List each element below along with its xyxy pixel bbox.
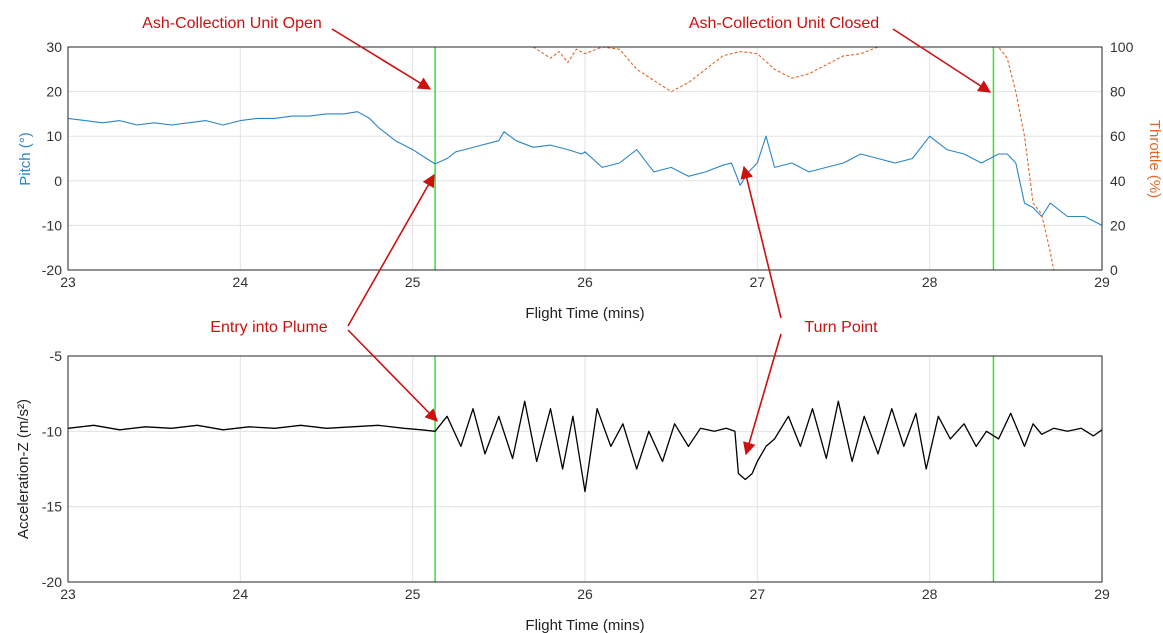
x-tick-label: 27 bbox=[750, 586, 766, 602]
throttle-y-axis-label: Throttle (%) bbox=[1146, 120, 1163, 198]
pitch-plot-frame bbox=[67, 46, 1103, 271]
y2-tick-label: 0 bbox=[1110, 262, 1118, 278]
acceleration-y-ticks: -20 -15 -10 -5 bbox=[42, 348, 62, 590]
x-tick-label: 27 bbox=[750, 274, 766, 290]
arrow-entry-up bbox=[347, 173, 435, 327]
throttle-y-ticks: 0 20 40 60 80 100 bbox=[1110, 39, 1134, 278]
acceleration-plot-frame bbox=[67, 355, 1103, 583]
x-tick-label: 24 bbox=[233, 586, 249, 602]
x-tick-label: 29 bbox=[1094, 586, 1110, 602]
x-tick-label: 28 bbox=[922, 274, 938, 290]
acceleration-y-axis-label: Acceleration-Z (m/s²) bbox=[15, 399, 32, 539]
acceleration-event-lines bbox=[434, 356, 995, 582]
acceleration-grid bbox=[67, 355, 1103, 583]
pitch-x-axis-label: Flight Time (mins) bbox=[525, 305, 644, 322]
arrow-unit-closed bbox=[892, 28, 992, 93]
throttle-series-line bbox=[68, 46, 1102, 271]
x-tick-label: 24 bbox=[233, 274, 249, 290]
annotation-unit-open: Ash-Collection Unit Open bbox=[142, 15, 322, 32]
y-tick-label: -10 bbox=[42, 217, 62, 233]
y-tick-label: 30 bbox=[46, 39, 62, 55]
y2-tick-label: 40 bbox=[1110, 173, 1126, 189]
pitch-y-ticks: -20 -10 0 10 20 30 bbox=[42, 39, 62, 278]
x-tick-label: 23 bbox=[60, 274, 76, 290]
x-tick-label: 25 bbox=[405, 274, 421, 290]
acceleration-x-axis-label: Flight Time (mins) bbox=[525, 617, 644, 633]
annotation-entry-into-plume: Entry into Plume bbox=[210, 319, 327, 336]
arrow-unit-open bbox=[331, 28, 432, 90]
acceleration-x-ticks: 23 24 25 26 27 28 29 bbox=[60, 586, 1110, 602]
x-tick-label: 26 bbox=[577, 274, 593, 290]
y-tick-label: -20 bbox=[42, 262, 62, 278]
x-tick-label: 26 bbox=[577, 586, 593, 602]
pitch-event-lines bbox=[434, 47, 995, 270]
pitch-throttle-series bbox=[67, 46, 1103, 271]
annotation-unit-closed: Ash-Collection Unit Closed bbox=[689, 15, 879, 32]
acceleration-panel: 23 24 25 26 27 28 29 -20 -15 -10 -5 Flight Time (… bbox=[15, 348, 1110, 633]
annotations: Ash-Collection Unit Open Ash-Collection … bbox=[142, 15, 992, 456]
y-tick-label: 20 bbox=[46, 84, 62, 100]
x-tick-label: 25 bbox=[405, 586, 421, 602]
pitch-series-line bbox=[67, 111, 1103, 226]
arrow-entry-down bbox=[347, 329, 438, 422]
arrow-turn-up bbox=[740, 165, 782, 319]
arrow-turn-down bbox=[743, 333, 782, 456]
y-tick-label: -10 bbox=[42, 423, 62, 439]
y-tick-label: 10 bbox=[46, 128, 62, 144]
acceleration-series-line bbox=[67, 400, 1103, 493]
pitch-grid bbox=[67, 46, 1103, 271]
y2-tick-label: 60 bbox=[1110, 128, 1126, 144]
acceleration-series bbox=[67, 400, 1103, 493]
pitch-y-axis-label: Pitch (°) bbox=[17, 132, 34, 186]
y-tick-label: -20 bbox=[42, 574, 62, 590]
x-tick-label: 23 bbox=[60, 586, 76, 602]
y-tick-label: 0 bbox=[54, 173, 62, 189]
x-tick-label: 28 bbox=[922, 586, 938, 602]
y2-tick-label: 80 bbox=[1110, 84, 1126, 100]
pitch-throttle-panel: 23 24 25 26 27 28 29 -20 -10 0 10 20 30 0 20 40 60 80 10… bbox=[17, 39, 1163, 322]
y-tick-label: -15 bbox=[42, 499, 62, 515]
annotation-turn-point: Turn Point bbox=[804, 319, 878, 336]
y-tick-label: -5 bbox=[50, 348, 63, 364]
y2-tick-label: 20 bbox=[1110, 217, 1126, 233]
y2-tick-label: 100 bbox=[1110, 39, 1134, 55]
pitch-x-ticks: 23 24 25 26 27 28 29 bbox=[60, 274, 1110, 290]
x-tick-label: 29 bbox=[1094, 274, 1110, 290]
